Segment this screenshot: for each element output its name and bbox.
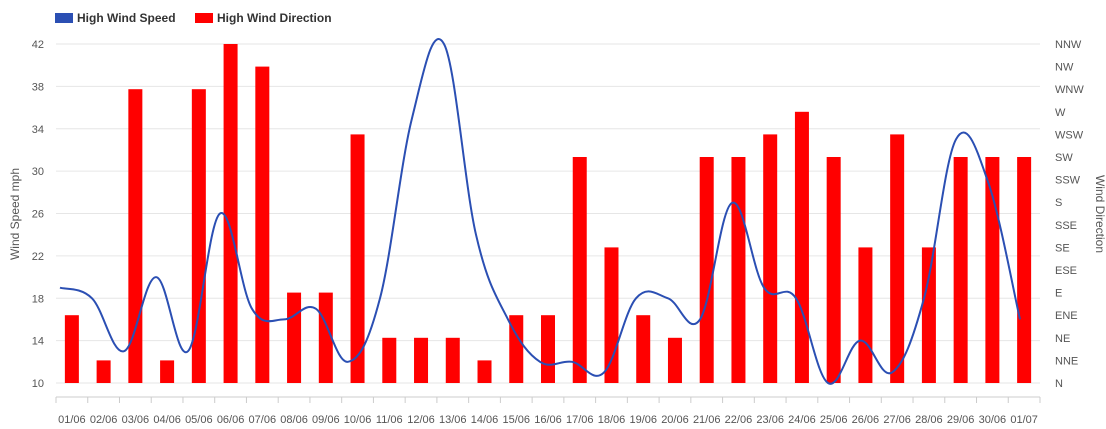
y-right-tick-label: SSW bbox=[1055, 175, 1081, 187]
x-tick-label: 15/06 bbox=[502, 414, 530, 426]
x-tick-label: 25/06 bbox=[820, 414, 848, 426]
x-tick-label: 23/06 bbox=[756, 414, 784, 426]
x-tick-label: 01/07 bbox=[1010, 414, 1038, 426]
y-left-tick-label: 26 bbox=[32, 209, 44, 221]
x-tick-label: 02/06 bbox=[90, 414, 118, 426]
direction-bar bbox=[287, 292, 302, 383]
direction-bar bbox=[953, 157, 968, 383]
y-left-tick-label: 14 bbox=[32, 336, 44, 348]
y-right-tick-label: NNW bbox=[1055, 39, 1082, 51]
y-left-tick-label: 10 bbox=[32, 378, 44, 390]
direction-bar bbox=[128, 89, 143, 383]
direction-bar bbox=[96, 360, 111, 383]
direction-bar bbox=[858, 247, 873, 383]
x-tick-label: 13/06 bbox=[439, 414, 467, 426]
x-tick-label: 09/06 bbox=[312, 414, 340, 426]
direction-bar bbox=[667, 337, 682, 383]
x-tick-label: 24/06 bbox=[788, 414, 816, 426]
y-right-tick-label: ESE bbox=[1055, 265, 1077, 277]
direction-bar bbox=[604, 247, 619, 383]
legend-label[interactable]: High Wind Direction bbox=[217, 11, 332, 25]
y-left-tick-label: 22 bbox=[32, 251, 44, 263]
x-tick-label: 05/06 bbox=[185, 414, 213, 426]
y-right-tick-label: W bbox=[1055, 107, 1066, 119]
direction-bar bbox=[541, 315, 555, 383]
x-tick-label: 22/06 bbox=[725, 414, 753, 426]
y-right-tick-label: WNW bbox=[1055, 84, 1084, 96]
y-right-tick-label: WSW bbox=[1055, 129, 1084, 141]
x-tick-label: 14/06 bbox=[471, 414, 499, 426]
direction-bar bbox=[223, 44, 238, 383]
direction-bar bbox=[826, 157, 841, 383]
x-tick-label: 03/06 bbox=[122, 414, 150, 426]
x-tick-label: 07/06 bbox=[249, 414, 277, 426]
x-tick-label: 11/06 bbox=[376, 414, 403, 426]
direction-bar bbox=[763, 134, 778, 383]
direction-bar bbox=[794, 111, 809, 384]
y-left-tick-label: 30 bbox=[32, 166, 44, 178]
direction-bar bbox=[255, 66, 270, 383]
direction-bar bbox=[890, 134, 905, 383]
x-tick-label: 04/06 bbox=[153, 414, 181, 426]
direction-bar bbox=[731, 157, 746, 383]
x-tick-label: 16/06 bbox=[534, 414, 562, 426]
y-right-tick-label: SSE bbox=[1055, 220, 1077, 232]
x-tick-label: 20/06 bbox=[661, 414, 689, 426]
direction-bar bbox=[382, 337, 397, 383]
direction-bar bbox=[572, 157, 587, 383]
direction-bar bbox=[509, 315, 524, 383]
direction-bar bbox=[350, 134, 365, 383]
direction-bar bbox=[414, 337, 429, 383]
x-tick-label: 12/06 bbox=[407, 414, 435, 426]
y-right-tick-label: NE bbox=[1055, 333, 1070, 345]
x-tick-label: 19/06 bbox=[629, 414, 657, 426]
y-right-tick-label: N bbox=[1055, 378, 1063, 390]
legend-swatch[interactable] bbox=[195, 13, 213, 23]
x-tick-label: 27/06 bbox=[883, 414, 911, 426]
x-tick-label: 06/06 bbox=[217, 414, 245, 426]
y-left-tick-label: 38 bbox=[32, 81, 44, 93]
y-left-tick-label: 18 bbox=[32, 293, 44, 305]
direction-bar bbox=[1017, 157, 1032, 383]
speed-line bbox=[59, 38, 1021, 385]
y-right-axis-title: Wind Direction bbox=[1093, 175, 1106, 253]
x-tick-label: 28/06 bbox=[915, 414, 943, 426]
direction-bar bbox=[191, 89, 206, 383]
x-tick-label: 29/06 bbox=[947, 414, 975, 426]
direction-bar bbox=[445, 337, 460, 383]
y-right-tick-label: ENE bbox=[1055, 310, 1078, 322]
legend-swatch[interactable] bbox=[55, 13, 73, 23]
y-right-tick-label: NW bbox=[1055, 62, 1074, 74]
direction-bar bbox=[921, 247, 936, 383]
y-right-tick-label: SE bbox=[1055, 242, 1070, 254]
y-left-axis-title: Wind Speed mph bbox=[8, 168, 22, 260]
x-tick-label: 21/06 bbox=[693, 414, 721, 426]
x-tick-label: 01/06 bbox=[58, 414, 86, 426]
y-left-tick-label: 34 bbox=[32, 124, 44, 136]
y-right-tick-label: S bbox=[1055, 197, 1062, 209]
direction-bar bbox=[160, 360, 175, 383]
direction-bar bbox=[699, 157, 714, 383]
x-tick-label: 17/06 bbox=[566, 414, 594, 426]
y-right-tick-label: SW bbox=[1055, 152, 1073, 164]
direction-bar bbox=[64, 315, 79, 383]
x-tick-label: 30/06 bbox=[979, 414, 1007, 426]
x-tick-label: 26/06 bbox=[852, 414, 880, 426]
x-tick-label: 10/06 bbox=[344, 414, 372, 426]
axes: 10 14 18 22 26 30 34 38 42 N NNE NE ENE E ESE SE SSE S SSW… bbox=[8, 39, 1106, 426]
y-right-tick-label: E bbox=[1055, 288, 1062, 300]
y-right-tick-label: NNE bbox=[1055, 355, 1078, 367]
legend: High Wind Speed High Wind Direction bbox=[55, 11, 332, 25]
legend-label[interactable]: High Wind Speed bbox=[77, 11, 176, 25]
y-left-tick-label: 42 bbox=[32, 39, 44, 51]
direction-bar bbox=[477, 360, 492, 383]
direction-bar bbox=[636, 315, 651, 383]
direction-bar bbox=[985, 157, 1000, 383]
x-tick-label: 18/06 bbox=[598, 414, 626, 426]
x-tick-label: 08/06 bbox=[280, 414, 308, 426]
